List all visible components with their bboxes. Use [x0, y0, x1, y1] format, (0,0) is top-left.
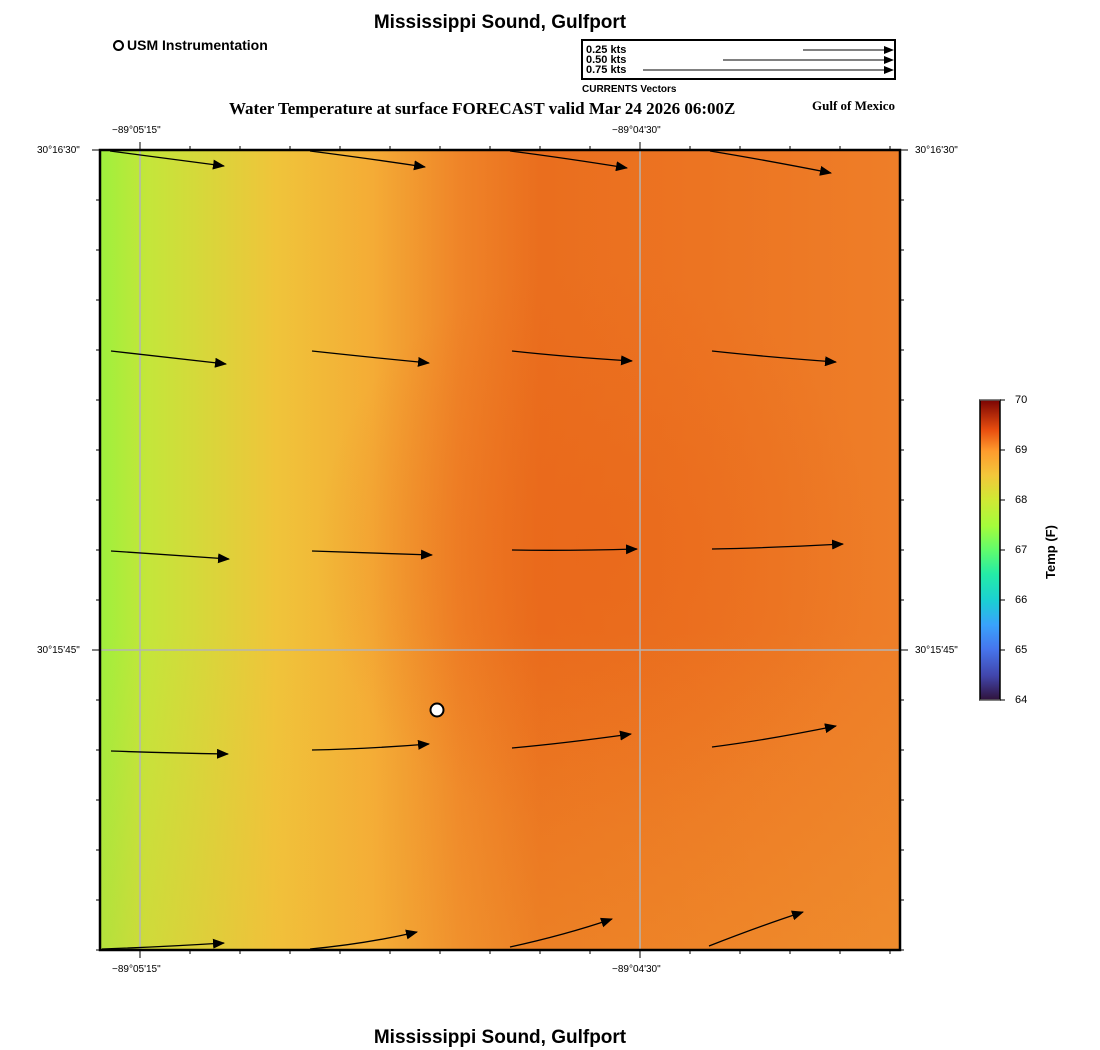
- current-vector: [109, 150, 225, 170]
- current-vector: [110, 550, 230, 564]
- vector-key-label-1: 0.25 kts: [586, 44, 627, 56]
- colorbar-title: Temp (F): [1043, 525, 1058, 579]
- current-vector: [509, 150, 628, 172]
- current-vector: [309, 929, 418, 950]
- colorbar-stops: [980, 399, 1000, 701]
- current-vector: [101, 938, 225, 950]
- bottom-ticks: [139, 950, 891, 958]
- lon-label-top-1: −89°05'15": [112, 125, 161, 136]
- temperature-field-shade: [100, 150, 900, 950]
- current-vector: [511, 350, 633, 366]
- current-vector: [709, 150, 832, 176]
- vector-key-arrows: [643, 46, 894, 74]
- colorbar: [979, 399, 1005, 701]
- colorbar-gradient: [979, 399, 1001, 701]
- region-label: Gulf of Mexico: [812, 98, 896, 113]
- map-title: Mississippi Sound, Gulfport: [373, 12, 627, 33]
- colorbar-tick-label: 68: [1015, 494, 1028, 506]
- current-vector: [509, 917, 613, 948]
- colorbar-tick-label: 65: [1015, 644, 1028, 656]
- top-ticks: [139, 142, 891, 150]
- colorbar-tick-label: 70: [1015, 394, 1028, 406]
- usm-instrumentation-station[interactable]: [429, 702, 445, 718]
- lon-label-bottom-1: −89°05'15": [112, 964, 161, 975]
- current-vectors: [101, 150, 844, 950]
- current-vector: [711, 723, 837, 748]
- current-vector: [110, 748, 229, 759]
- map-ticks: [92, 142, 908, 958]
- current-vector: [110, 350, 227, 368]
- graticule: [100, 150, 900, 950]
- current-vector: [511, 544, 638, 555]
- colorbar-tick-label: 69: [1015, 444, 1028, 456]
- station-legend: USM Instrumentation: [113, 37, 268, 53]
- right-ticks: [900, 149, 908, 951]
- footer-title: Mississippi Sound, Gulfport: [373, 1027, 627, 1048]
- current-vector: [711, 350, 837, 367]
- current-vector: [311, 350, 430, 367]
- current-vector: [309, 150, 426, 171]
- map-frame: [92, 142, 908, 958]
- vector-key-caption: CURRENTS Vectors: [582, 84, 677, 95]
- station-legend-label: USM Instrumentation: [127, 37, 268, 53]
- lat-label-left-2: 30°15'45": [37, 645, 80, 656]
- lon-label-bottom-2: −89°04'30": [612, 964, 661, 975]
- lat-label-right-1: 30°16'30": [915, 145, 958, 156]
- lat-label-right-2: 30°15'45": [915, 645, 958, 656]
- current-vector: [511, 730, 632, 749]
- vector-key-label-3: 0.75 kts: [586, 64, 627, 76]
- colorbar-tick-label: 64: [1015, 694, 1028, 706]
- lon-label-top-2: −89°04'30": [612, 125, 661, 136]
- current-vector: [711, 539, 844, 550]
- current-vector: [311, 549, 433, 560]
- map-subtitle: Water Temperature at surface FORECAST va…: [229, 99, 736, 118]
- colorbar-tick-label: 66: [1015, 594, 1028, 606]
- open-circle-icon: [113, 39, 124, 51]
- vector-key-box: 0.25 kts 0.50 kts 0.75 kts: [581, 39, 896, 80]
- lat-label-left-1: 30°16'30": [37, 145, 80, 156]
- current-vector: [708, 910, 804, 947]
- current-vector: [311, 739, 430, 751]
- colorbar-ticks: [1000, 399, 1005, 701]
- colorbar-tick-label: 67: [1015, 544, 1028, 556]
- left-ticks: [92, 149, 100, 951]
- vector-key-label-2: 0.50 kts: [586, 54, 627, 66]
